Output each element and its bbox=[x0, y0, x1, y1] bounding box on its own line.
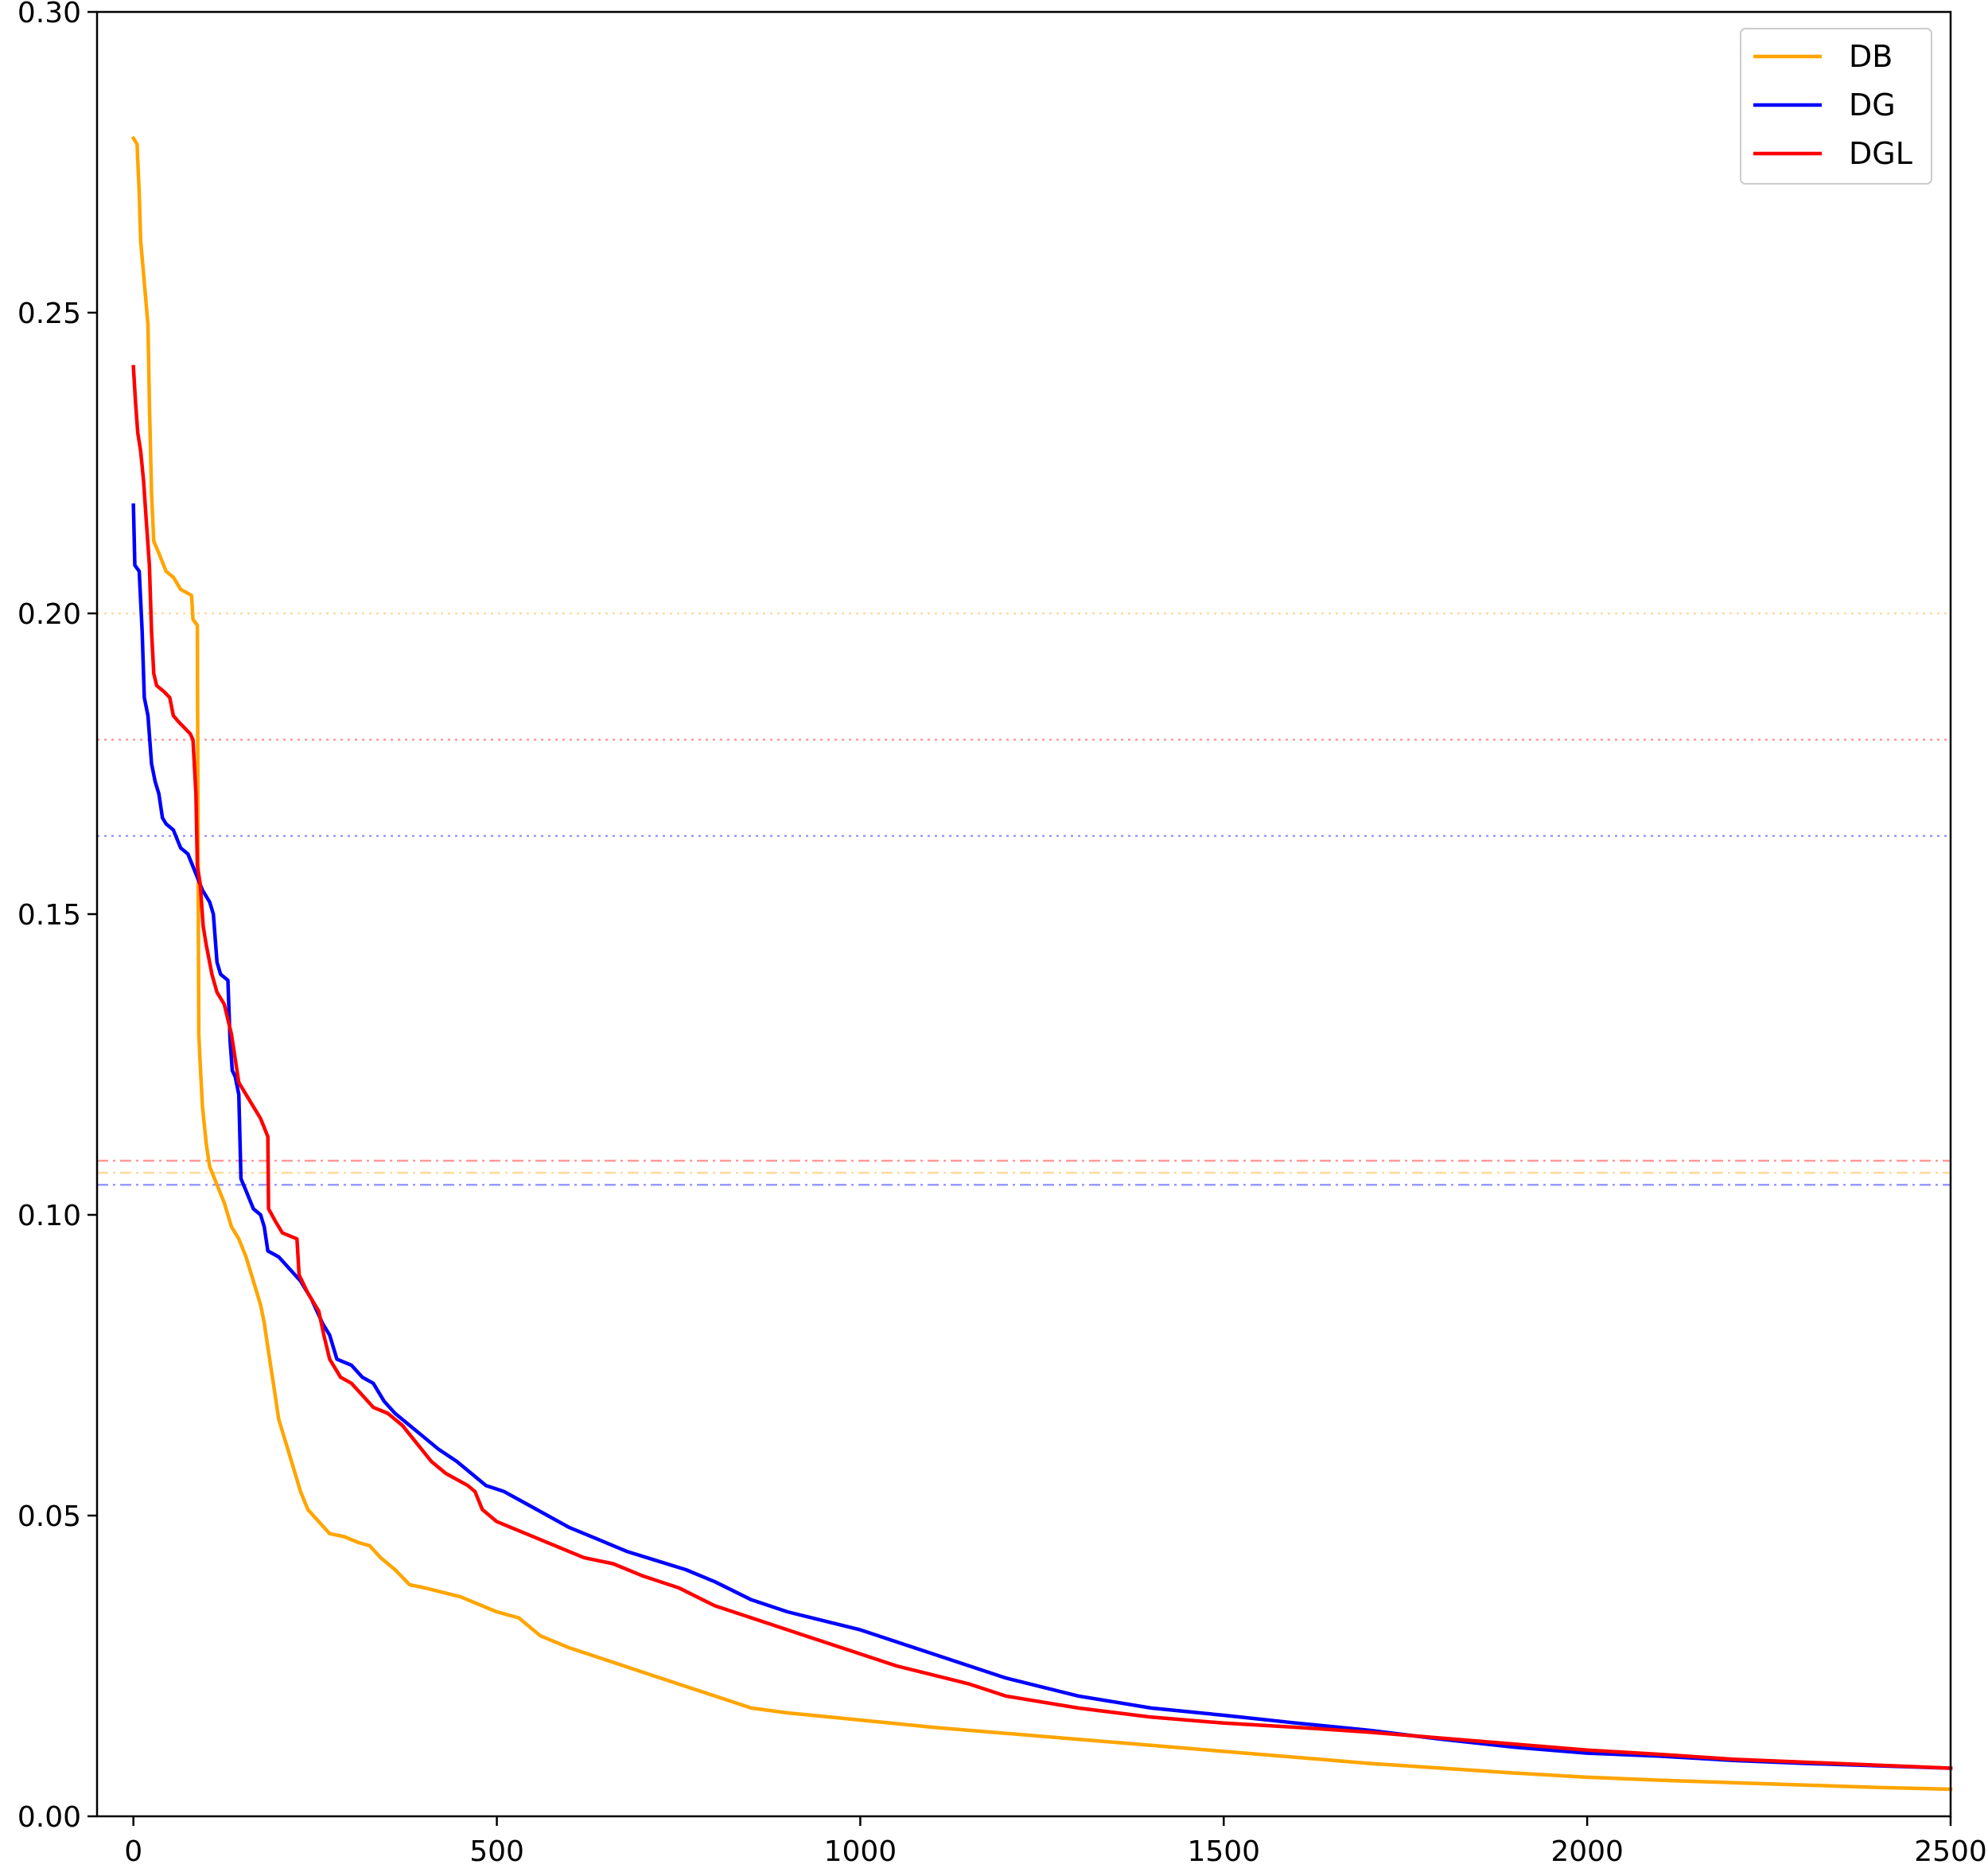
legend-label-dg: DG bbox=[1849, 88, 1896, 123]
legend-box bbox=[1740, 28, 1932, 185]
y-tick-label: 0.30 bbox=[18, 0, 81, 29]
x-tick-label: 500 bbox=[469, 1835, 524, 1868]
series-line-dgl bbox=[131, 364, 1953, 1770]
legend-label-db: DB bbox=[1849, 39, 1893, 74]
reference-lines bbox=[97, 612, 1951, 1186]
series-line-db bbox=[130, 135, 1953, 1792]
series-line-dg bbox=[131, 503, 1953, 1770]
x-tick-label: 0 bbox=[124, 1835, 142, 1868]
y-tick-label: 0.00 bbox=[18, 1801, 81, 1834]
x-tick-label: 2000 bbox=[1550, 1835, 1624, 1868]
y-tick-label: 0.10 bbox=[18, 1200, 81, 1232]
x-tick-label: 1000 bbox=[824, 1835, 897, 1868]
series-lines bbox=[130, 135, 1953, 1792]
x-tick-label: 2500 bbox=[1914, 1835, 1987, 1868]
y-tick-label: 0.20 bbox=[18, 598, 81, 631]
x-axis-ticks: 0 500 1000 1500 2000 2500 bbox=[124, 1816, 1987, 1868]
x-tick-label: 1500 bbox=[1187, 1835, 1260, 1868]
y-tick-label: 0.15 bbox=[18, 899, 81, 932]
y-tick-label: 0.05 bbox=[18, 1500, 81, 1533]
y-axis-ticks: 0.00 0.05 0.10 0.15 0.20 0.25 0.30 bbox=[18, 0, 97, 1834]
y-tick-label: 0.25 bbox=[18, 298, 81, 330]
legend: DB DG DGL bbox=[1740, 28, 1932, 185]
legend-label-dgl: DGL bbox=[1849, 136, 1912, 171]
